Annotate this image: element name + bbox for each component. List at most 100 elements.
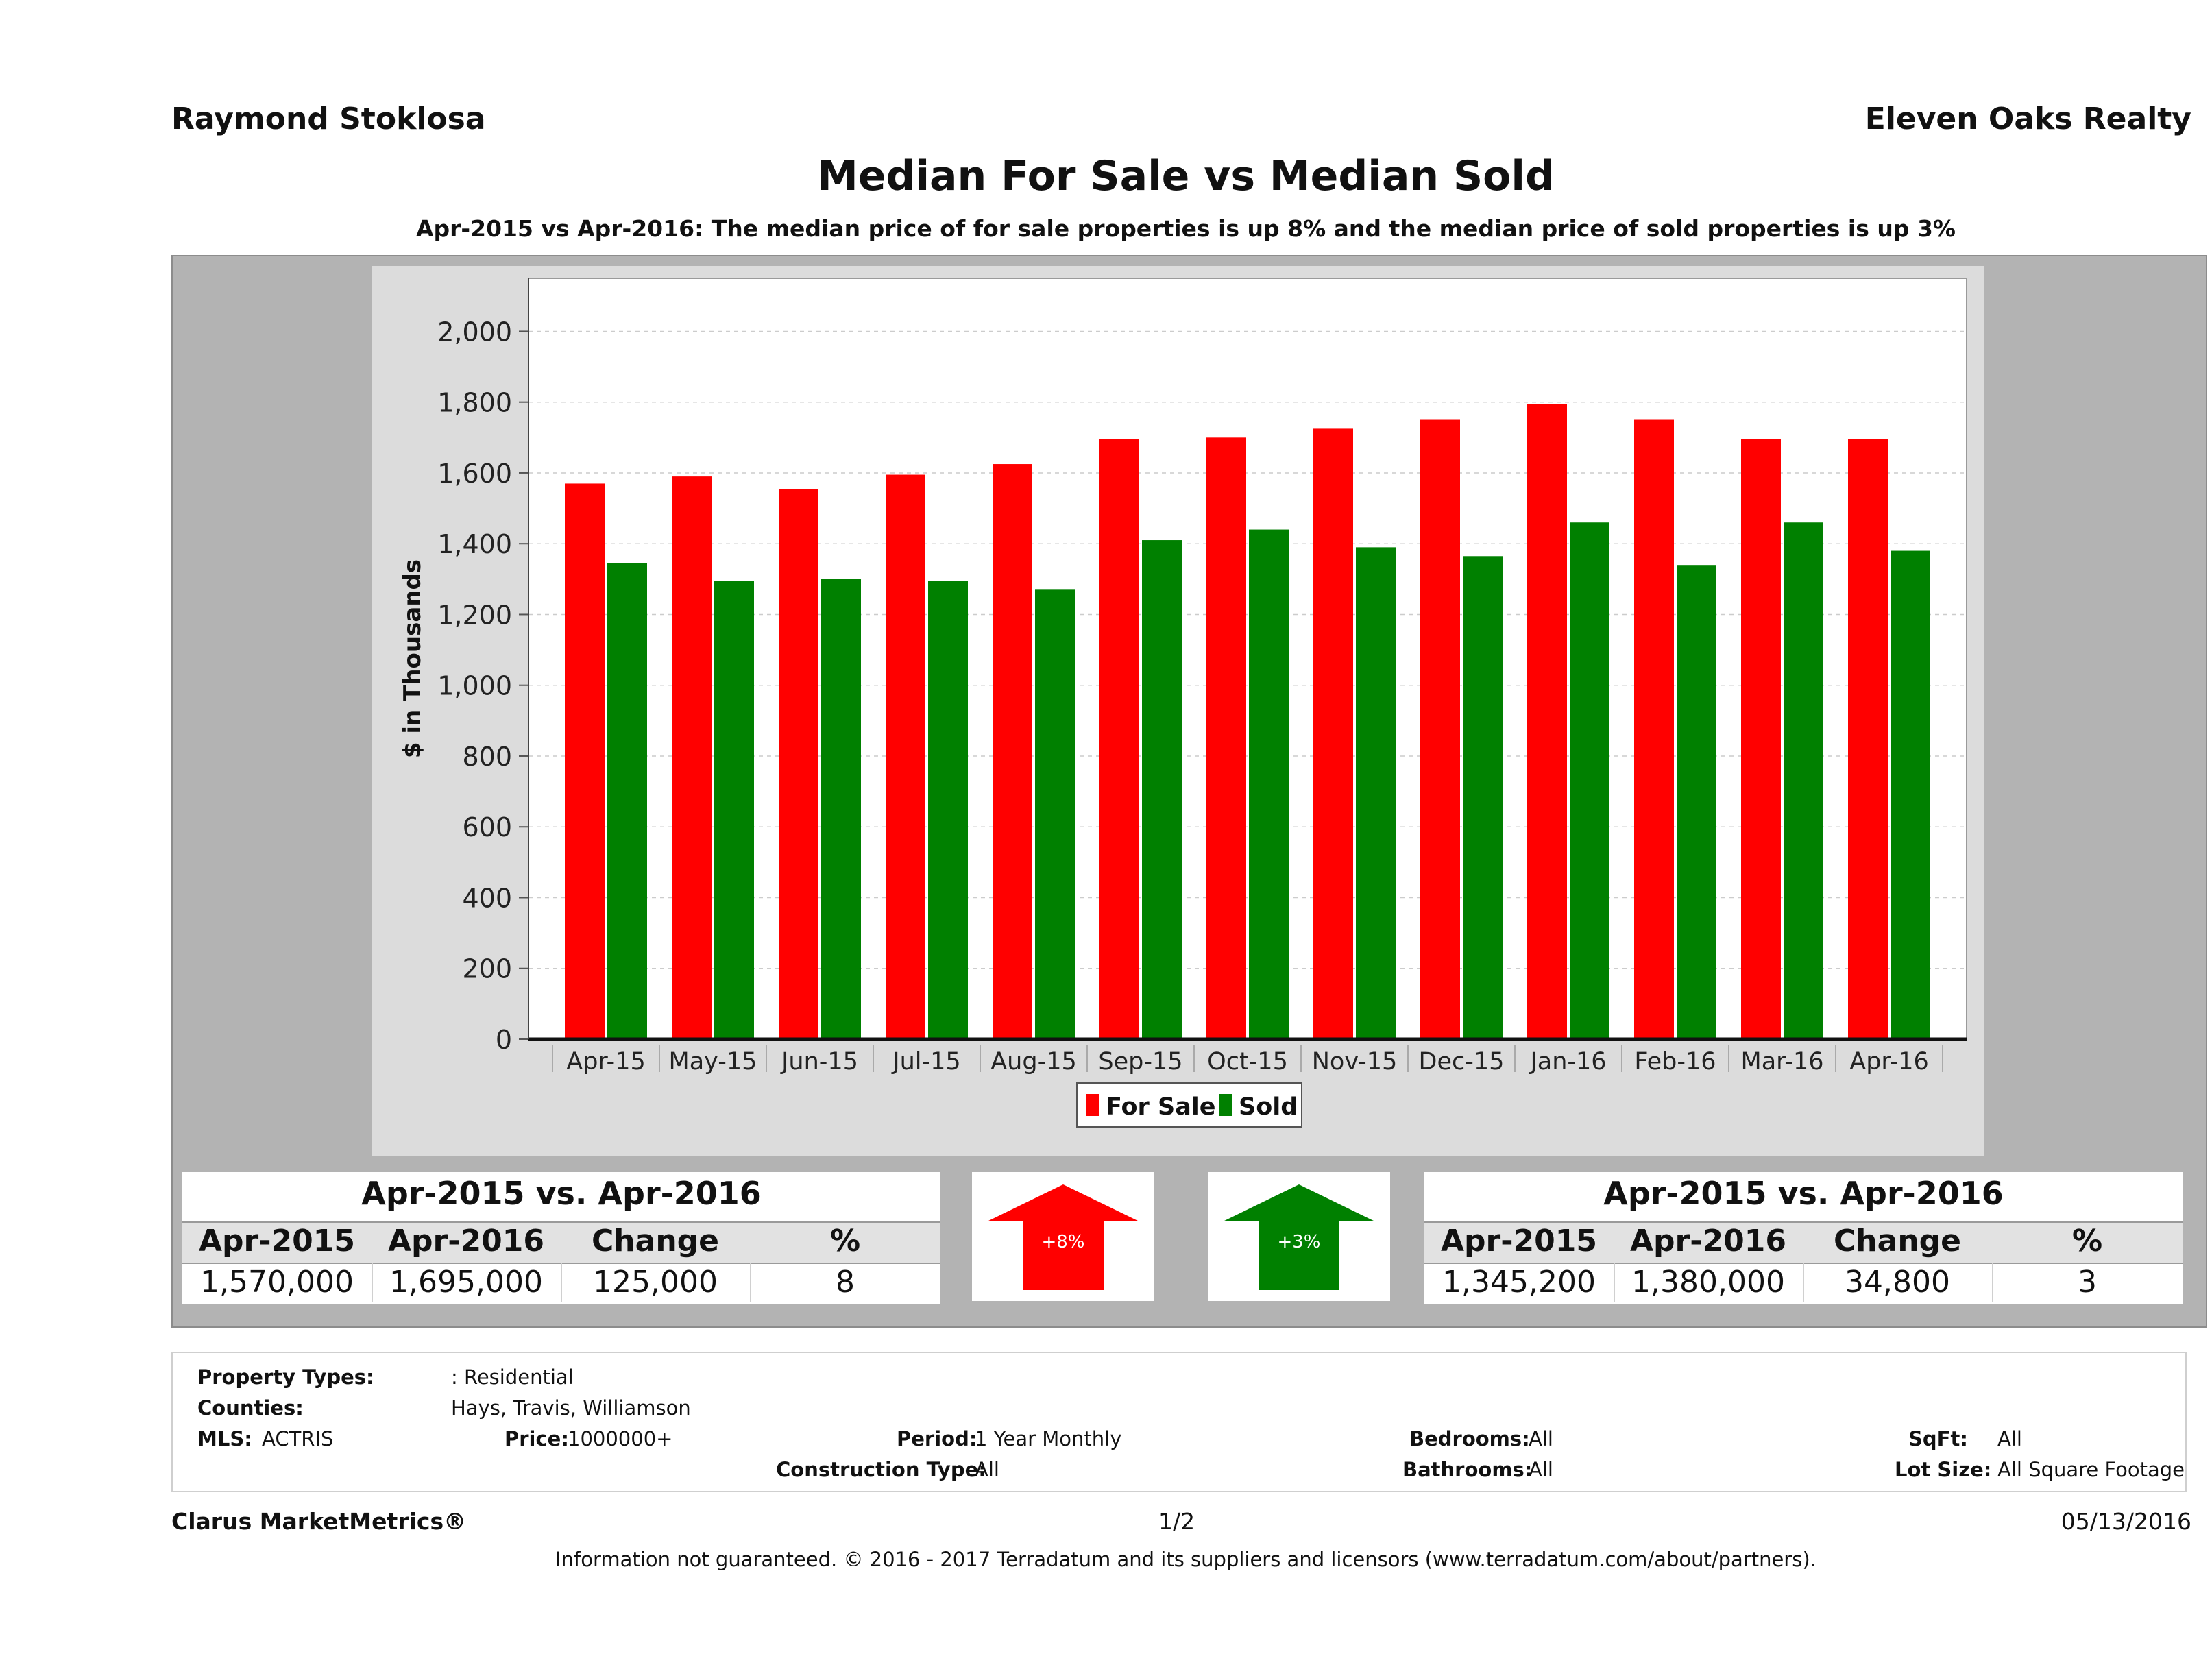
legend-swatch-for-sale <box>1086 1094 1099 1116</box>
mls-label: MLS: <box>197 1427 252 1450</box>
for-sale-bar <box>672 476 712 1039</box>
legend-label-sold: Sold <box>1239 1093 1298 1121</box>
for-sale-bar <box>779 489 818 1039</box>
x-tick-label: Jan-16 <box>1529 1048 1606 1075</box>
report-date: 05/13/2016 <box>2061 1508 2191 1535</box>
plot-area <box>528 278 1967 1040</box>
x-tick-label: May-15 <box>669 1048 757 1075</box>
search-criteria-box: Property Types: : Residential Counties: … <box>171 1352 2187 1492</box>
y-axis-label: $ in Thousands <box>399 559 426 758</box>
sold-bar <box>714 581 754 1039</box>
sold-value-pct: 3 <box>2078 1265 2097 1300</box>
for-sale-bar <box>565 483 605 1039</box>
sold-bar <box>1249 529 1289 1039</box>
price-label: Price: <box>505 1427 569 1450</box>
for-sale-value-change: 125,000 <box>593 1265 718 1300</box>
mls-value: ACTRIS <box>262 1427 334 1450</box>
x-tick-label: Apr-16 <box>1849 1048 1928 1075</box>
sold-bar <box>821 579 861 1039</box>
y-tick-label: 600 <box>462 812 512 842</box>
sold-value-apr2016: 1,380,000 <box>1631 1265 1785 1300</box>
sold-change-box: +3% <box>1208 1172 1390 1301</box>
for-sale-header-change: Change <box>592 1224 719 1258</box>
x-tick-label: Mar-16 <box>1741 1048 1824 1075</box>
property-types-value: : Residential <box>451 1365 574 1389</box>
bedrooms-label: Bedrooms: <box>1409 1427 1530 1450</box>
for-sale-change-box: +8% <box>972 1172 1154 1301</box>
x-tick-label: Feb-16 <box>1634 1048 1716 1075</box>
x-tick-label: Jul-15 <box>891 1048 960 1075</box>
for-sale-header-apr2015: Apr-2015 <box>199 1224 355 1258</box>
sold-header-pct: % <box>2071 1224 2103 1258</box>
sold-bar <box>1677 565 1716 1039</box>
sold-bar <box>1570 522 1609 1039</box>
sold-bar <box>607 563 647 1039</box>
period-label: Period: <box>897 1427 977 1450</box>
for-sale-bar <box>1741 439 1781 1039</box>
sold-bar <box>1142 540 1182 1039</box>
y-tick-label: 400 <box>462 883 512 913</box>
for-sale-bar <box>1848 439 1888 1039</box>
bathrooms-value: All <box>1529 1458 1553 1481</box>
for-sale-header-pct: % <box>829 1224 861 1258</box>
y-tick-label: 800 <box>462 742 512 772</box>
y-tick-label: 1,800 <box>437 388 512 418</box>
period-value: 1 Year Monthly <box>975 1427 1122 1450</box>
price-value: 1000000+ <box>568 1427 673 1450</box>
sold-bar <box>1356 547 1396 1039</box>
legend-label-for-sale: For Sale <box>1106 1093 1216 1121</box>
disclaimer: Information not guaranteed. © 2016 - 201… <box>555 1548 1816 1571</box>
sold-header-row <box>1424 1221 2183 1264</box>
sold-change-label: +3% <box>1277 1232 1320 1252</box>
construction-type-label: Construction Type: <box>776 1458 986 1481</box>
y-tick-label: 200 <box>462 954 512 984</box>
for-sale-bar <box>1099 439 1139 1039</box>
sold-header-apr2016: Apr-2016 <box>1630 1224 1786 1258</box>
x-tick-label: Sep-15 <box>1098 1048 1182 1075</box>
y-tick-label: 2,000 <box>437 317 512 347</box>
y-tick-label: 1,400 <box>437 529 512 559</box>
company-name: Eleven Oaks Realty <box>1864 101 2191 136</box>
footer-brand: Clarus MarketMetrics® <box>171 1508 467 1535</box>
sqft-value: All <box>1997 1427 2022 1450</box>
x-tick-label: Apr-15 <box>566 1048 645 1075</box>
page-number: 1/2 <box>1158 1508 1195 1535</box>
for-sale-value-apr2016: 1,695,000 <box>389 1265 543 1300</box>
sold-bar <box>1463 556 1503 1039</box>
sold-header-change: Change <box>1834 1224 1961 1258</box>
for-sale-summary-table: Apr-2015 vs. Apr-2016 Apr-2015 Apr-2016 … <box>182 1172 940 1304</box>
counties-value: Hays, Travis, Williamson <box>451 1396 691 1420</box>
chart-title: Median For Sale vs Median Sold <box>817 152 1555 200</box>
for-sale-value-apr2015: 1,570,000 <box>200 1265 354 1300</box>
sold-summary-table: Apr-2015 vs. Apr-2016 Apr-2015 Apr-2016 … <box>1424 1172 2183 1304</box>
x-tick-label: Jun-15 <box>780 1048 858 1075</box>
sold-bar <box>928 581 968 1039</box>
for-sale-change-label: +8% <box>1041 1232 1084 1252</box>
chart-area: 0 200 400 600 800 1,000 1,200 1,400 1,600 1,800 2,… <box>372 266 1984 1156</box>
sold-bar <box>1035 589 1075 1039</box>
sold-header-apr2015: Apr-2015 <box>1441 1224 1597 1258</box>
for-sale-bar <box>1313 428 1353 1039</box>
lot-size-label: Lot Size: <box>1895 1458 1992 1481</box>
property-types-label: Property Types: <box>197 1365 374 1389</box>
for-sale-bar <box>993 464 1032 1039</box>
for-sale-bar <box>1634 420 1674 1039</box>
bar-chart: 0 200 400 600 800 1,000 1,200 1,400 1,600 1,800 2,… <box>399 278 1967 1128</box>
for-sale-header-apr2016: Apr-2016 <box>388 1224 544 1258</box>
for-sale-bar <box>1527 404 1567 1039</box>
x-tick-label: Oct-15 <box>1207 1048 1288 1075</box>
for-sale-bar <box>1420 420 1460 1039</box>
legend-swatch-sold <box>1219 1094 1232 1116</box>
bedrooms-value: All <box>1529 1427 1553 1450</box>
construction-type-value: All <box>975 1458 999 1481</box>
counties-label: Counties: <box>197 1396 304 1420</box>
y-tick-label: 1,000 <box>437 671 512 701</box>
for-sale-header-row <box>182 1221 940 1264</box>
sold-bar <box>1891 550 1930 1039</box>
sold-bar <box>1784 522 1823 1039</box>
sold-value-apr2015: 1,345,200 <box>1442 1265 1596 1300</box>
for-sale-bar <box>886 474 925 1039</box>
lot-size-value: All Square Footage <box>1997 1458 2185 1481</box>
sqft-label: SqFt: <box>1908 1427 1968 1450</box>
up-arrow-green-icon: +3% <box>1223 1184 1375 1290</box>
